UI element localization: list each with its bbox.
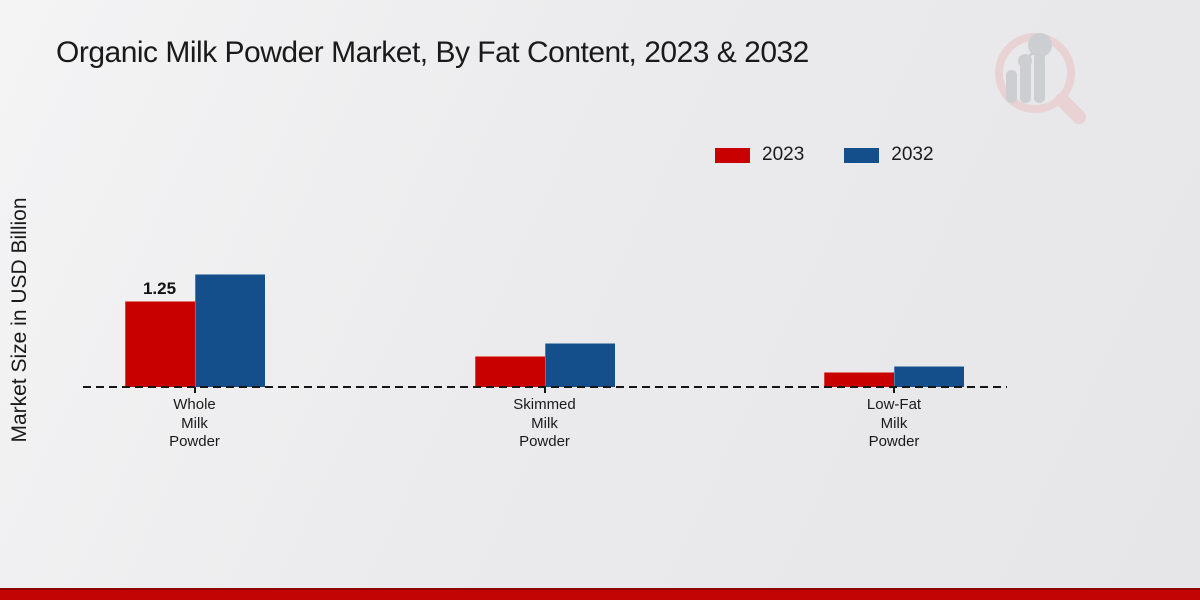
x-tick-low-fat-milk-powder	[893, 387, 895, 393]
bar-2023-skimmed-milk-powder	[474, 356, 545, 387]
x-tick-skimmed-milk-powder	[543, 387, 546, 393]
x-axis-baseline	[83, 386, 1007, 388]
bar-2032-skimmed-milk-powder	[544, 342, 615, 387]
category-label-low-fat-milk-powder: Low-Fat Milk Powder	[866, 396, 922, 450]
bar-2023-whole-milk-powder	[124, 300, 195, 387]
legend-swatch-2032	[844, 147, 880, 163]
bar-value-label-2023-whole-milk-powder: 1.25	[142, 278, 177, 298]
legend-item-2032: 2032	[844, 144, 934, 166]
legend-label-2023: 2023	[762, 144, 805, 165]
legend-item-2023: 2023	[715, 144, 804, 166]
bottom-red-band	[0, 588, 1200, 600]
magnifier-bar-chart-logo-graphic	[995, 33, 1086, 124]
x-tick-whole-milk-powder	[193, 387, 196, 393]
bar-2032-low-fat-milk-powder	[894, 365, 964, 387]
category-label-whole-milk-powder: Whole Milk Powder	[169, 396, 220, 450]
magnifier-bar-chart-logo	[990, 25, 1090, 125]
bar-2032-whole-milk-powder	[194, 274, 265, 387]
legend: 2023 2032	[715, 144, 934, 166]
legend-label-2032: 2032	[891, 144, 934, 165]
chart-title: Organic Milk Powder Market, By Fat Conte…	[56, 36, 809, 69]
category-label-skimmed-milk-powder: Skimmed Milk Powder	[513, 396, 576, 450]
legend-swatch-2023	[715, 147, 750, 163]
bar-2023-low-fat-milk-powder	[824, 371, 894, 387]
